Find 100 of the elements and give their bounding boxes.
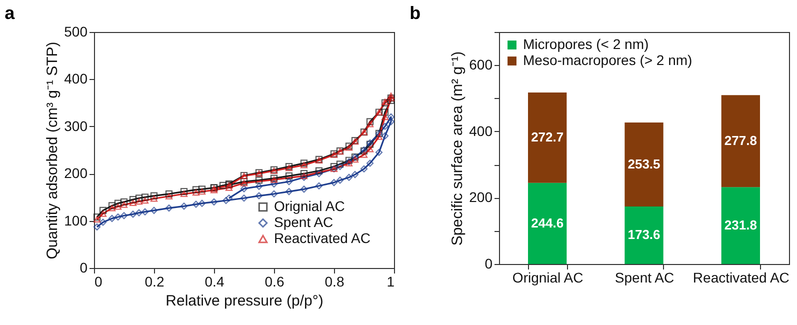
point <box>366 160 374 167</box>
point <box>345 174 353 181</box>
point <box>300 186 308 193</box>
legend-label: Micropores (< 2 nm) <box>523 36 649 52</box>
point <box>375 148 383 156</box>
data-label: 277.8 <box>724 133 757 148</box>
point <box>114 213 122 221</box>
legend-label: Meso-macropores (> 2 nm) <box>523 52 692 68</box>
point <box>129 210 137 218</box>
point <box>165 190 173 198</box>
data-label: 231.8 <box>724 218 757 233</box>
point <box>315 182 323 190</box>
point <box>381 108 389 116</box>
point <box>360 165 368 172</box>
x-axis-title: Relative pressure (p/p°) <box>166 292 324 310</box>
point <box>129 200 137 206</box>
point <box>315 167 323 174</box>
point <box>255 182 263 190</box>
point <box>108 214 116 222</box>
data-label: 173.6 <box>628 227 660 242</box>
y-tick-label: 300 <box>64 118 88 134</box>
y-tick-label: 600 <box>469 56 493 73</box>
point <box>150 192 158 200</box>
y-tick-label: 0 <box>484 256 493 272</box>
data-label: 244.6 <box>531 215 564 230</box>
x-tick-label: Orignial AC <box>512 270 584 286</box>
point <box>141 197 149 204</box>
x-tick-label: 0 <box>94 274 102 290</box>
x-tick-label: Reactivated AC <box>692 270 790 286</box>
point <box>255 176 263 184</box>
point <box>108 204 116 212</box>
point <box>150 195 158 202</box>
point <box>165 193 173 200</box>
point <box>120 198 128 206</box>
point <box>150 206 158 214</box>
point <box>93 216 101 223</box>
y-axis-title: Specific surface area (m² g⁻¹) <box>449 51 466 246</box>
point <box>375 134 383 140</box>
data-label: 272.7 <box>531 130 564 145</box>
x-tick-label: 0.2 <box>144 274 164 290</box>
point <box>315 170 323 178</box>
bar <box>528 92 567 183</box>
point <box>366 120 374 128</box>
point <box>219 182 227 189</box>
point <box>135 198 143 205</box>
legend-label: Orignial AC <box>274 198 345 214</box>
y-tick-label: 500 <box>64 24 88 40</box>
point <box>351 170 359 178</box>
point <box>351 156 359 163</box>
x-tick-label: 0.6 <box>264 274 284 290</box>
chart-title: b <box>410 3 421 23</box>
point <box>99 218 107 226</box>
y-tick-label: 200 <box>469 189 493 206</box>
data-label: 253.5 <box>628 156 660 172</box>
point <box>198 188 206 195</box>
bar <box>624 206 664 264</box>
point <box>240 185 248 192</box>
y-tick-label: 0 <box>80 260 88 276</box>
point <box>141 194 149 201</box>
point <box>222 196 230 204</box>
point <box>336 162 344 170</box>
point <box>93 223 101 230</box>
point <box>135 194 143 202</box>
chart-title: a <box>4 3 16 23</box>
point <box>114 200 122 207</box>
point <box>387 113 395 121</box>
point <box>285 188 293 196</box>
legend-label: Spent AC <box>274 214 334 230</box>
legend-label: Reactivated AC <box>274 230 370 246</box>
point <box>225 184 233 191</box>
point <box>99 210 107 217</box>
bar <box>624 122 664 206</box>
point <box>330 179 338 186</box>
point <box>120 202 128 208</box>
point <box>135 209 143 216</box>
bar <box>528 182 567 264</box>
point <box>285 178 293 186</box>
point <box>381 132 389 140</box>
point <box>381 114 389 120</box>
bar <box>721 187 760 264</box>
y-tick-label: 400 <box>469 122 493 139</box>
point <box>225 194 233 202</box>
point <box>180 202 188 210</box>
y-tick-label: 200 <box>64 165 88 182</box>
point <box>192 200 200 208</box>
point <box>381 122 389 130</box>
point <box>99 206 107 214</box>
point <box>387 92 395 99</box>
point <box>255 192 263 200</box>
point <box>210 198 218 206</box>
point <box>129 196 137 204</box>
point <box>192 186 200 194</box>
point <box>180 188 188 196</box>
point <box>141 208 149 216</box>
point <box>240 194 248 202</box>
y-tick-label: 100 <box>64 212 88 228</box>
x-tick-label: 1 <box>386 274 395 290</box>
x-tick-label: Spent AC <box>614 270 674 286</box>
point <box>180 190 188 198</box>
point <box>93 213 101 221</box>
